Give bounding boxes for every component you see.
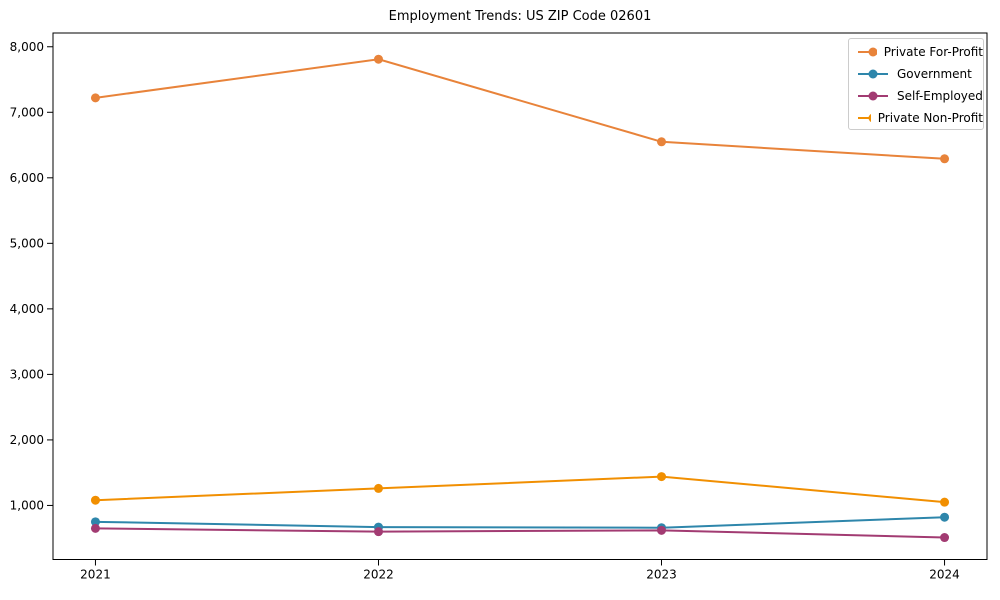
- legend-box: Private For-Profit Government Self-Employe…: [848, 38, 984, 130]
- series-line-private-non-profit: [94, 475, 946, 504]
- legend-item-private-for-profit: Private For-Profit: [849, 41, 983, 63]
- data-point-private-non-profit: [90, 495, 100, 505]
- legend-marker-icon: [858, 47, 877, 57]
- y-tick-label: 4,000: [10, 302, 44, 316]
- x-tick-label: 2024: [929, 568, 960, 582]
- series-line-private-for-profit: [94, 58, 946, 160]
- data-point-private-non-profit: [940, 497, 950, 507]
- data-point-private-for-profit: [940, 154, 950, 164]
- legend-item-government: Government: [849, 63, 983, 85]
- data-point-private-for-profit: [657, 137, 667, 147]
- legend-label: Government: [897, 67, 972, 81]
- legend-marker-icon: [858, 91, 888, 101]
- x-tick-label: 2022: [363, 568, 394, 582]
- y-tick-label: 6,000: [10, 171, 44, 185]
- data-point-private-non-profit: [657, 472, 667, 482]
- y-tick-label: 1,000: [10, 498, 44, 512]
- legend-label: Private For-Profit: [883, 45, 983, 59]
- x-tick-label: 2023: [646, 568, 677, 582]
- legend-marker-icon: [858, 69, 888, 79]
- axes-spines: [52, 32, 988, 560]
- y-tick-label: 5,000: [10, 236, 44, 250]
- legend-label: Self-Employed: [897, 89, 983, 103]
- y-tick-label: 2,000: [10, 433, 44, 447]
- y-tick-label: 7,000: [10, 105, 44, 119]
- legend-item-private-non-profit: Private Non-Profit: [849, 107, 983, 129]
- y-tick-label: 3,000: [10, 367, 44, 381]
- data-point-self-employed: [373, 527, 383, 537]
- data-point-self-employed: [90, 523, 100, 533]
- series-line-self-employed: [94, 527, 946, 539]
- data-point-private-for-profit: [90, 93, 100, 103]
- data-point-government: [90, 517, 100, 527]
- x-tick-label: 2021: [80, 568, 111, 582]
- data-point-self-employed: [940, 533, 950, 543]
- legend-label: Private Non-Profit: [877, 111, 983, 125]
- data-point-private-for-profit: [373, 54, 383, 64]
- legend-item-self-employed: Self-Employed: [849, 85, 983, 107]
- chart-title: Employment Trends: US ZIP Code 02601: [388, 9, 652, 24]
- series-line-government: [94, 516, 946, 529]
- legend-marker-icon: [858, 114, 871, 122]
- data-point-private-non-profit: [373, 483, 383, 493]
- data-point-government: [940, 512, 950, 522]
- data-point-self-employed: [657, 525, 667, 535]
- y-tick-label: 8,000: [10, 40, 44, 54]
